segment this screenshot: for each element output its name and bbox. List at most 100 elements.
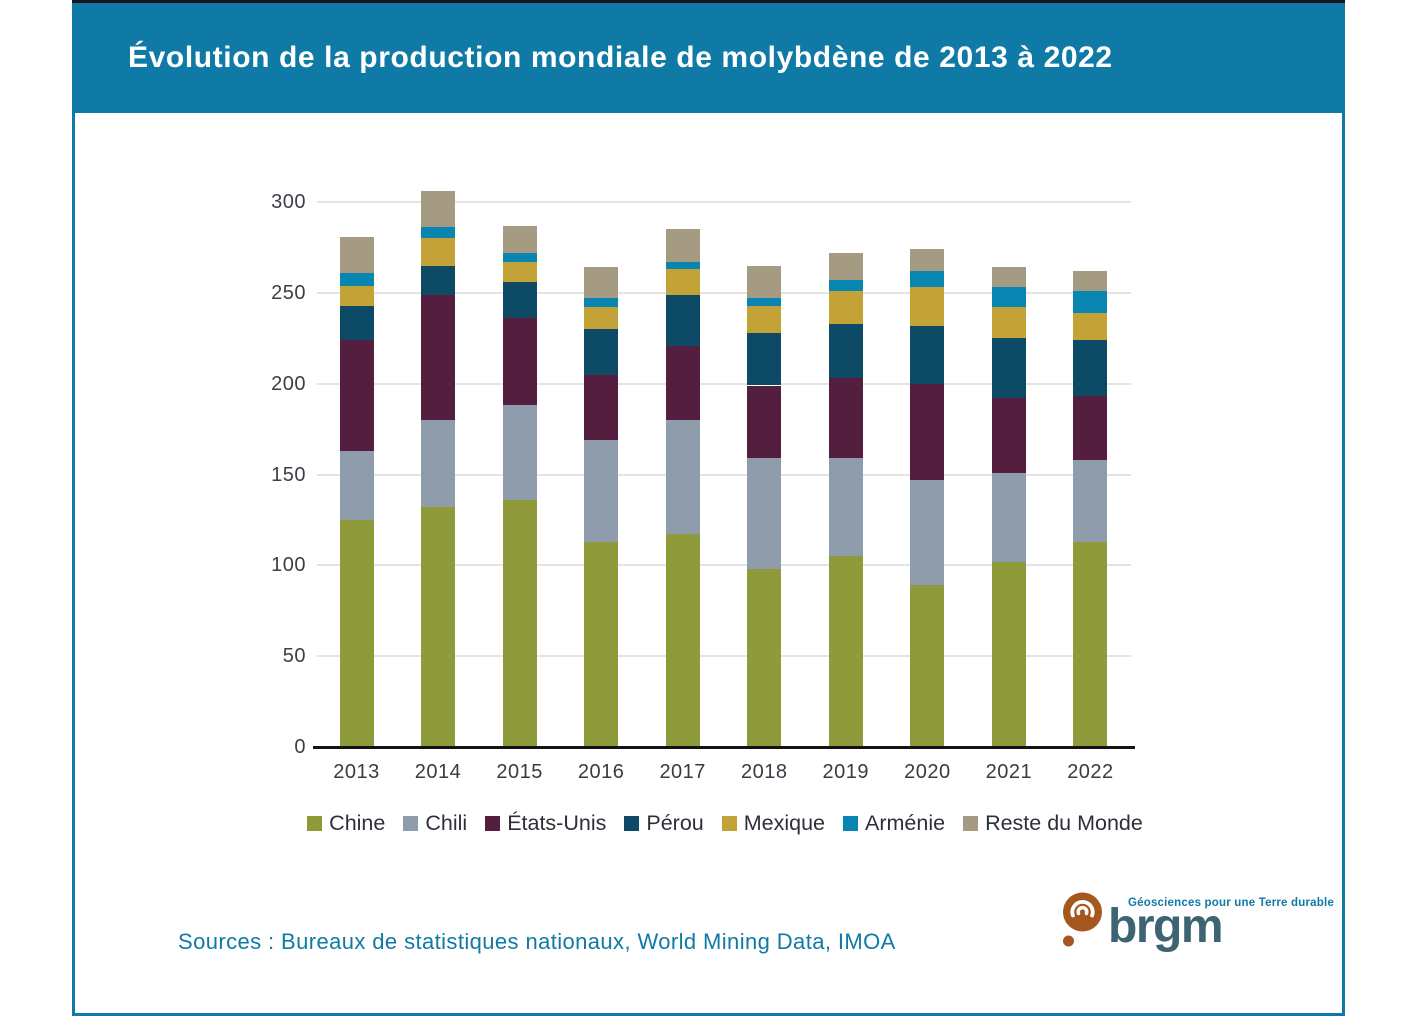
bar-segment-2019-mexique — [828, 291, 863, 324]
bar-segment-2016-reste du monde — [584, 267, 619, 299]
bar-segment-2022-mexique — [1073, 312, 1108, 341]
bar-2022 — [1073, 202, 1108, 747]
x-axis-baseline — [313, 746, 1135, 749]
bar-segment-2020-reste du monde — [910, 249, 945, 272]
legend-swatch-icon — [963, 815, 979, 831]
bar-segment-2019-états-unis — [828, 378, 863, 459]
bar-segment-2016-mexique — [584, 307, 619, 330]
bar-2013 — [339, 202, 374, 747]
bar-segment-2014-arménie — [421, 227, 456, 239]
bar-2021 — [991, 202, 1026, 747]
y-axis-tick-label-50: 50 — [282, 645, 306, 668]
bar-segment-2020-arménie — [910, 271, 945, 288]
bar-segment-2017-reste du monde — [665, 229, 700, 262]
bar-segment-2017-mexique — [665, 269, 700, 295]
bar-segment-2017-pérou — [665, 294, 700, 346]
sources-text: Sources : Bureaux de statistiques nation… — [178, 929, 896, 954]
bar-segment-2019-reste du monde — [828, 252, 863, 281]
legend-label: Mexique — [743, 810, 825, 835]
bar-segment-2020-mexique — [910, 287, 945, 326]
bar-segment-2013-chili — [339, 450, 374, 520]
chart-legend: Chine Chili États-Unis Pérou Mexique Arménie R… — [240, 807, 1210, 839]
y-axis-tick-label-300: 300 — [271, 191, 306, 213]
legend-label: Chine — [329, 810, 386, 835]
bar-segment-2018-mexique — [747, 305, 782, 333]
bar-segment-2022-reste du monde — [1073, 271, 1108, 292]
legend-item-pérou: Pérou — [624, 810, 704, 836]
bar-segment-2021-chine — [991, 561, 1026, 747]
bar-segment-2013-arménie — [339, 272, 374, 286]
bar-segment-2016-chili — [584, 440, 619, 542]
bar-segment-2018-pérou — [747, 332, 782, 386]
bar-segment-2014-chine — [421, 507, 456, 747]
bar-segment-2021-états-unis — [991, 398, 1026, 473]
bar-segment-2015-reste du monde — [502, 225, 537, 253]
bar-segment-2020-chili — [910, 479, 945, 586]
bar-2016 — [584, 202, 619, 747]
bar-segment-2018-états-unis — [747, 385, 782, 459]
bar-segment-2016-pérou — [584, 329, 619, 375]
legend-label: Arménie — [865, 810, 946, 835]
bar-segment-2015-chine — [502, 499, 537, 747]
legend-label: États-Unis — [507, 810, 607, 835]
bar-segment-2018-reste du monde — [747, 265, 782, 299]
bar-segment-2019-chine — [828, 556, 863, 747]
legend-swatch-icon — [307, 815, 323, 831]
bar-segment-2014-chili — [421, 420, 456, 508]
x-axis-label-2015: 2015 — [496, 761, 543, 783]
bar-segment-2015-états-unis — [502, 318, 537, 406]
x-axis-label-2021: 2021 — [985, 761, 1033, 783]
legend-item-mexique: Mexique — [721, 810, 825, 836]
bar-segment-2016-chine — [584, 541, 619, 747]
bar-segment-2021-pérou — [991, 338, 1026, 399]
bar-segment-2021-arménie — [991, 287, 1026, 308]
y-axis-tick-label-250: 250 — [271, 281, 306, 304]
y-axis-tick-label-100: 100 — [271, 554, 306, 577]
title-banner: Évolution de la production mondiale de m… — [72, 0, 1345, 113]
bar-segment-2013-reste du monde — [339, 236, 374, 273]
brgm-logo-mark-icon — [1063, 892, 1102, 947]
brgm-wordmark: brgm — [1108, 900, 1224, 953]
x-axis-label-2019: 2019 — [822, 761, 870, 783]
bar-segment-2019-arménie — [828, 280, 863, 292]
bar-segment-2017-chili — [665, 420, 700, 535]
bar-2014 — [421, 191, 456, 747]
bar-segment-2014-reste du monde — [421, 191, 456, 228]
bar-segment-2015-pérou — [502, 281, 537, 319]
gridline-150 — [317, 473, 1131, 476]
plot-area — [313, 191, 1135, 749]
bar-segment-2014-mexique — [421, 238, 456, 266]
gridline-200 — [317, 382, 1131, 385]
bar-segment-2022-arménie — [1073, 291, 1108, 313]
bar-2017 — [665, 202, 700, 747]
x-axis-label-2022: 2022 — [1067, 761, 1114, 783]
x-axis-label-2014: 2014 — [414, 761, 462, 783]
bar-2019 — [828, 202, 863, 747]
legend-item-états-unis: États-Unis — [485, 811, 606, 836]
bar-segment-2016-arménie — [584, 298, 619, 308]
legend-label: Pérou — [646, 810, 704, 835]
bar-segment-2022-chine — [1073, 541, 1108, 747]
bar-segment-2015-mexique — [502, 261, 537, 282]
y-axis-tick-label-150: 150 — [271, 463, 306, 486]
bar-segment-2018-chili — [747, 458, 782, 569]
bar-segment-2020-pérou — [910, 325, 945, 384]
x-axis-label-2018: 2018 — [741, 761, 788, 783]
x-axis-label-2020: 2020 — [904, 761, 951, 783]
bar-segment-2020-chine — [910, 585, 945, 747]
bar-segment-2013-mexique — [339, 285, 374, 306]
bar-segment-2021-reste du monde — [991, 267, 1026, 288]
bar-segment-2016-états-unis — [584, 374, 619, 440]
legend-swatch-icon — [721, 815, 737, 831]
bar-segment-2021-chili — [991, 472, 1026, 562]
content-frame — [72, 0, 1345, 1016]
bar-segment-2018-chine — [747, 568, 782, 747]
chart-title: Évolution de la production mondiale de m… — [128, 41, 1113, 74]
bar-2020 — [910, 202, 945, 747]
gridline-250 — [317, 291, 1131, 294]
y-axis-tick-label-0: 0 — [294, 736, 306, 758]
bar-segment-2022-pérou — [1073, 340, 1108, 397]
bar-segment-2013-pérou — [339, 305, 374, 341]
brgm-logo: Géosciences pour une Terre durable brgm — [1060, 886, 1334, 966]
